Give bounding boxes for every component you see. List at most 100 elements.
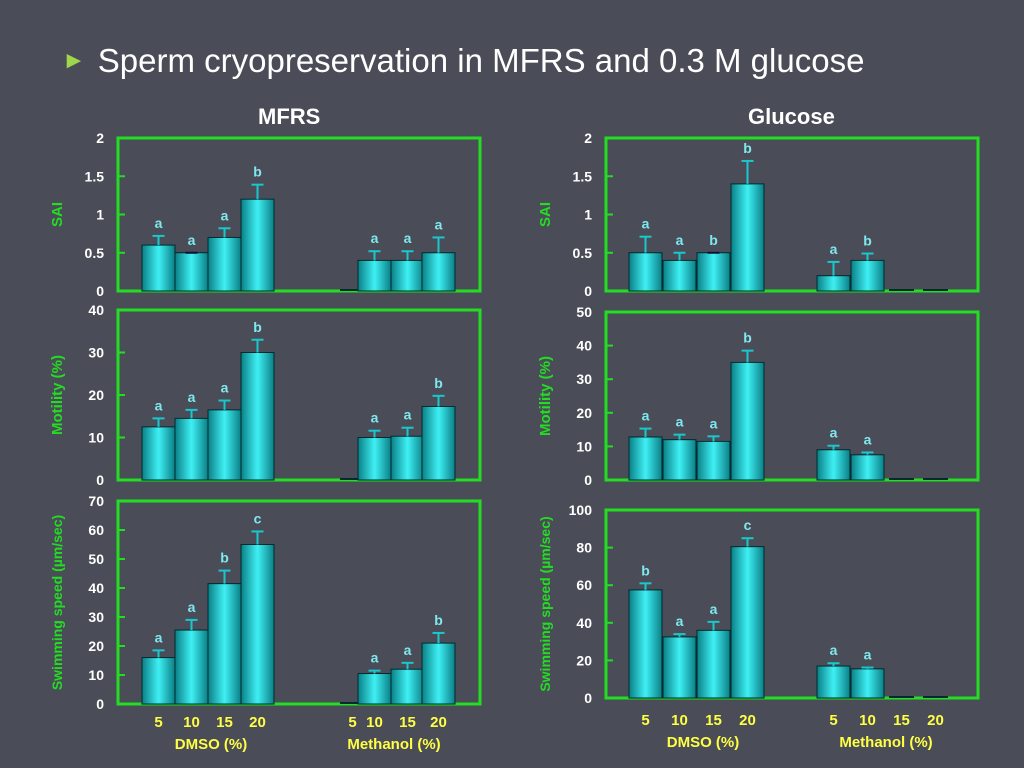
x-tick-label: 20	[430, 714, 447, 731]
significance-letter: a	[221, 380, 229, 396]
panel-mfrs-motility: 0 10 20 30 40 Motility (%) a a a b a a b	[49, 302, 482, 488]
y-tick-label: 20	[576, 652, 592, 668]
bar	[730, 183, 765, 292]
x-tick-label: 15	[705, 712, 722, 729]
significance-letter: a	[830, 425, 838, 441]
significance-letter: b	[709, 232, 718, 248]
y-tick-label: 0	[584, 472, 592, 488]
bar	[357, 437, 392, 481]
bar	[730, 361, 765, 481]
y-tick-label: 30	[88, 345, 104, 361]
mfrs-heading: MFRS	[258, 104, 321, 129]
bar	[141, 426, 176, 481]
bar	[390, 259, 425, 292]
bar	[696, 440, 731, 481]
significance-letter: a	[155, 215, 163, 231]
bar	[816, 275, 851, 292]
y-tick-label: 0.5	[85, 245, 105, 261]
significance-letter: c	[254, 510, 262, 526]
bar	[628, 589, 663, 699]
significance-letter: a	[188, 232, 196, 248]
bar	[240, 352, 275, 481]
bar	[240, 198, 275, 292]
bar	[628, 436, 663, 481]
y-tick-label: 30	[88, 609, 104, 625]
bar	[628, 252, 663, 292]
bar	[662, 439, 697, 481]
significance-letter: a	[371, 650, 379, 666]
y-tick-label: 2	[584, 130, 592, 146]
significance-letter: a	[864, 431, 872, 447]
bar	[816, 665, 851, 699]
significance-letter: a	[371, 230, 379, 246]
panel-glucose-sai: 0 0.5 1 1.5 2 SAI a a b b a b	[537, 130, 980, 299]
y-tick-label: 40	[88, 580, 104, 596]
y-axis-label: SAI	[49, 202, 66, 227]
bar	[141, 657, 176, 705]
bullet-arrow-icon: ►	[62, 47, 86, 74]
x-tick-label: 20	[739, 712, 756, 729]
y-tick-label: 0	[96, 696, 104, 712]
bar	[421, 405, 456, 481]
x-tick-label: 15	[893, 712, 910, 729]
significance-letter: a	[830, 642, 838, 658]
significance-letter: a	[188, 389, 196, 405]
y-tick-label: 1	[96, 207, 104, 223]
significance-letter: b	[434, 375, 443, 391]
y-tick-label: 20	[88, 638, 104, 654]
significance-letter: b	[253, 319, 262, 335]
y-tick-label: 40	[576, 338, 592, 354]
significance-letter: b	[743, 330, 752, 346]
y-tick-label: 50	[88, 551, 104, 567]
significance-letter: b	[641, 562, 650, 578]
significance-letter: b	[434, 612, 443, 628]
x-tick-label: 15	[216, 714, 233, 731]
x-tick-label: 5	[641, 712, 649, 729]
x-tick-label: 20	[249, 714, 266, 731]
significance-letter: a	[155, 629, 163, 645]
bar	[421, 252, 456, 292]
y-axis-label: Swimming speed (µm/sec)	[537, 516, 553, 691]
slide-title-text: Sperm cryopreservation in MFRS and 0.3 M…	[97, 42, 865, 79]
bar	[662, 636, 697, 699]
y-tick-label: 80	[576, 540, 592, 556]
y-tick-label: 20	[88, 387, 104, 403]
x-tick-label: 5	[154, 714, 162, 731]
significance-letter: a	[435, 216, 443, 232]
bar	[390, 668, 425, 705]
y-axis-label: Motility (%)	[537, 356, 554, 436]
x-tick-label: 10	[859, 712, 876, 729]
y-tick-label: 40	[576, 615, 592, 631]
bar	[174, 629, 209, 705]
significance-letter: a	[676, 613, 684, 629]
significance-letter: b	[253, 164, 262, 180]
x-tick-label: 5	[348, 714, 356, 731]
y-tick-label: 40	[88, 302, 104, 318]
bar	[357, 673, 392, 705]
y-tick-label: 0	[96, 472, 104, 488]
bar	[850, 259, 885, 292]
bar	[357, 259, 392, 292]
y-tick-label: 30	[576, 371, 592, 387]
bar	[421, 642, 456, 705]
y-tick-label: 20	[576, 405, 592, 421]
y-tick-label: 60	[88, 522, 104, 538]
bar	[390, 435, 425, 481]
x-group-label: Methanol (%)	[839, 734, 932, 751]
significance-letter: a	[221, 207, 229, 223]
y-tick-label: 50	[576, 304, 592, 320]
significance-letter: a	[676, 414, 684, 430]
bar	[850, 668, 885, 699]
panel-frame	[116, 499, 482, 706]
panel-glucose-motility: 0 10 20 30 40 50 Motility (%) a a a b a a	[537, 304, 980, 488]
bar	[207, 409, 242, 481]
y-tick-label: 100	[569, 502, 593, 518]
significance-letter: a	[830, 241, 838, 257]
y-axis-label: Motility (%)	[49, 355, 66, 435]
y-tick-label: 1.5	[85, 168, 105, 184]
bar	[207, 583, 242, 705]
y-tick-label: 60	[576, 577, 592, 593]
significance-letter: b	[743, 140, 752, 156]
y-tick-label: 0.5	[573, 245, 593, 261]
